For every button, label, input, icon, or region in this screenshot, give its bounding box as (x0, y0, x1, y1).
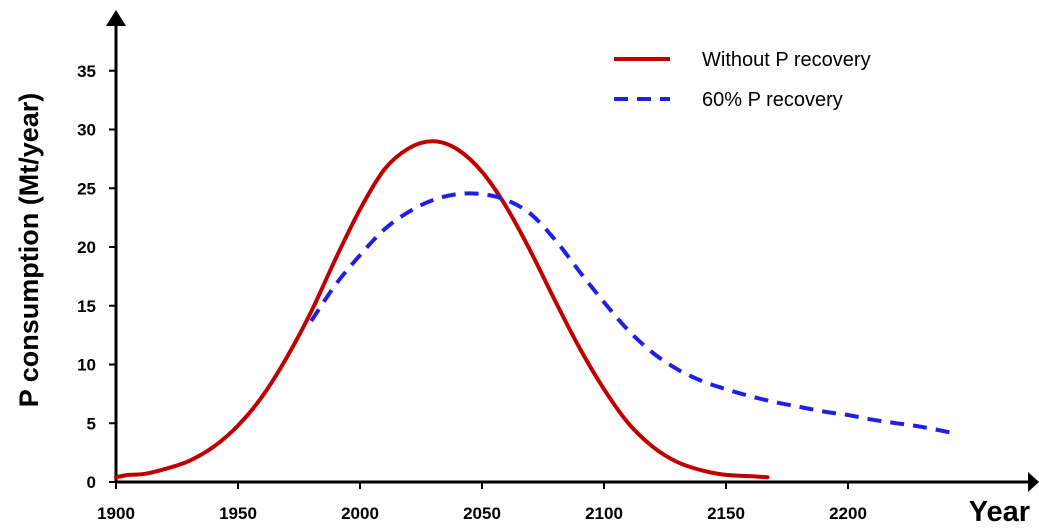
y-tick-label: 15 (77, 297, 96, 316)
x-axis-label: Year (969, 496, 1030, 528)
x-tick-label: 2200 (829, 504, 867, 523)
x-tick-label: 2000 (341, 504, 379, 523)
x-tick-label: 1900 (97, 504, 135, 523)
y-tick-label: 25 (77, 179, 96, 198)
y-axis-label: P consumption (Mt/year) (14, 93, 44, 408)
y-tick-label: 5 (87, 414, 96, 433)
legend-label-60-recovery: 60% P recovery (702, 89, 843, 111)
x-tick-label: 2100 (585, 504, 623, 523)
y-tick-label: 10 (77, 356, 96, 375)
legend-label-without-recovery: Without P recovery (702, 49, 871, 71)
series-line-without-recovery (114, 139, 770, 480)
x-ticks: 1900 1950 2000 2050 2100 2150 2200 (97, 482, 867, 523)
y-tick-label: 35 (77, 62, 96, 81)
x-tick-label: 2150 (707, 504, 745, 523)
y-tick-label: 0 (87, 473, 96, 492)
y-ticks: 0 5 10 15 20 25 30 35 (77, 62, 116, 492)
x-tick-label: 2050 (463, 504, 501, 523)
y-tick-label: 20 (77, 238, 96, 257)
legend: Without P recovery 60% P recovery (614, 49, 871, 111)
x-axis-arrow-icon (1028, 472, 1039, 492)
y-tick-label: 30 (77, 121, 96, 140)
series-group (114, 139, 959, 480)
y-axis-arrow-icon (106, 10, 126, 26)
series-line-60-recovery (309, 191, 959, 436)
x-tick-label: 1950 (219, 504, 257, 523)
